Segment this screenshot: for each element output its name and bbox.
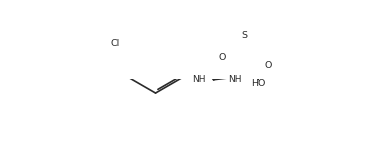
Text: Cl: Cl bbox=[110, 39, 119, 48]
Text: NH: NH bbox=[192, 75, 205, 84]
Text: HO: HO bbox=[251, 79, 266, 88]
Text: S: S bbox=[241, 31, 248, 40]
Text: O: O bbox=[218, 53, 226, 62]
Text: O: O bbox=[265, 61, 272, 70]
Text: NH: NH bbox=[228, 75, 242, 84]
